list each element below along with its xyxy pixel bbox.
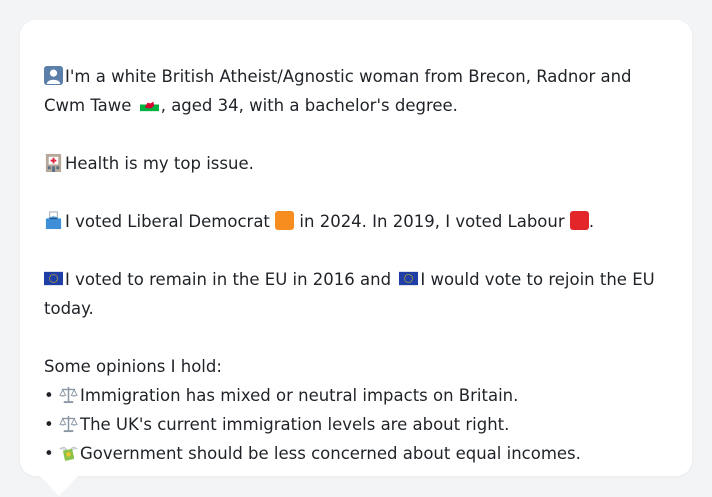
- opinion-item: • The UK's current immigration levels ar…: [44, 410, 668, 439]
- bullet: •: [44, 386, 54, 405]
- eu-part1: I voted to remain in the EU in 2016 and: [65, 270, 392, 289]
- opinions-section: Some opinions I hold: • Immigration has …: [44, 352, 668, 468]
- eu-paragraph: I voted to remain in the EU in 2016 and …: [44, 265, 668, 323]
- opinion-item: • Immigration has mixed or neutral impac…: [44, 381, 668, 410]
- bullet: •: [44, 444, 54, 463]
- red-square-icon: [569, 211, 589, 230]
- intro-suffix: , aged 34, with a bachelor's degree.: [160, 96, 458, 115]
- vote-paragraph: I voted Liberal Democrat in 2024. In 201…: [44, 207, 668, 236]
- intro-paragraph: I'm a white British Atheist/Agnostic wom…: [44, 62, 668, 120]
- vote-part2: in 2024. In 2019, I voted Labour: [299, 212, 565, 231]
- money-with-wings-icon: [59, 446, 78, 461]
- vote-part3: .: [588, 212, 595, 231]
- opinion-item: • Government should be less concerned ab…: [44, 439, 668, 468]
- persona-card: I'm a white British Atheist/Agnostic wom…: [20, 20, 692, 476]
- speech-bubble-tail: [40, 476, 78, 496]
- eu-flag-icon: [44, 271, 63, 286]
- opinion-text: Government should be less concerned abou…: [79, 444, 581, 463]
- eu-part2: I would vote to rejoin the EU today.: [44, 270, 655, 318]
- eu-flag-icon: [399, 271, 419, 286]
- opinion-text: The UK's current immigration levels are …: [79, 415, 510, 434]
- issue-text: Health is my top issue.: [65, 154, 254, 173]
- balance-scale-icon: [59, 415, 78, 433]
- opinion-text: Immigration has mixed or neutral impacts…: [79, 386, 519, 405]
- bullet: •: [44, 415, 54, 434]
- wales-flag-icon: [139, 97, 159, 112]
- issue-paragraph: Health is my top issue.: [44, 149, 668, 178]
- balance-scale-icon: [59, 386, 78, 404]
- person-silhouette-icon: [44, 66, 63, 85]
- orange-square-icon: [275, 211, 295, 230]
- intro-text: I'm a white British Atheist/Agnostic wom…: [44, 67, 632, 115]
- vote-part1: I voted Liberal Democrat: [65, 212, 270, 231]
- hospital-icon: [45, 153, 62, 172]
- ballot-box-icon: [45, 211, 62, 230]
- opinions-title: Some opinions I hold:: [44, 357, 222, 376]
